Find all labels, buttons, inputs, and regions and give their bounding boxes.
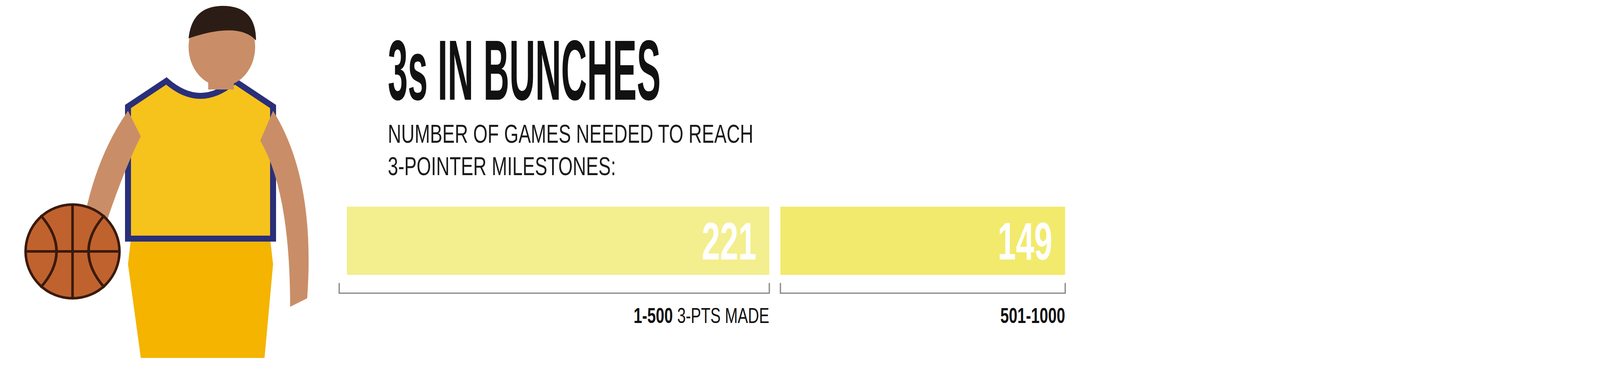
basketball <box>25 204 120 299</box>
subtitle: NUMBER OF GAMES NEEDED TO REACH3-POINTER… <box>387 119 754 181</box>
player-hair <box>188 5 256 41</box>
bar <box>346 206 770 276</box>
category-label-group: 1-500 3-PTS MADE <box>633 304 770 328</box>
category-label: 1-500 3-PTS MADE <box>633 304 770 328</box>
bar <box>780 206 1066 276</box>
bars <box>346 206 1066 276</box>
plot-area <box>346 206 1066 276</box>
data-label: 149 <box>997 212 1053 271</box>
player-figure <box>25 5 309 359</box>
value-label-group: 149 <box>997 212 1053 271</box>
labels: 221 1-500 3-PTS MADE 149 501-1000 <box>339 212 1066 328</box>
subtitle-line: 3-POINTER MILESTONES: <box>387 151 616 181</box>
bracket <box>780 283 1066 294</box>
player-arm-left <box>85 110 141 222</box>
bracket <box>339 283 770 294</box>
player-jersey <box>128 81 274 239</box>
category-label-rest: 3-PTS MADE <box>672 304 770 328</box>
basketball-seams <box>25 204 120 299</box>
category-label: 501-1000 <box>1000 304 1066 328</box>
category-label-strong: 501-1000 <box>1000 304 1066 328</box>
chart: 3s IN BUNCHESNUMBER OF GAMES NEEDED TO R… <box>0 0 1600 372</box>
data-label: 221 <box>701 212 757 271</box>
value-label-group: 221 <box>701 212 757 271</box>
title-group: 3s IN BUNCHES <box>387 22 661 119</box>
category-label-strong: 1-500 <box>633 304 673 328</box>
category-label-group: 501-1000 <box>1000 304 1066 328</box>
subtitle-group: NUMBER OF GAMES NEEDED TO REACH3-POINTER… <box>387 119 754 181</box>
player-arm-right <box>260 110 309 308</box>
subtitle-line: NUMBER OF GAMES NEEDED TO REACH <box>387 119 754 149</box>
title: 3s IN BUNCHES <box>387 22 661 119</box>
